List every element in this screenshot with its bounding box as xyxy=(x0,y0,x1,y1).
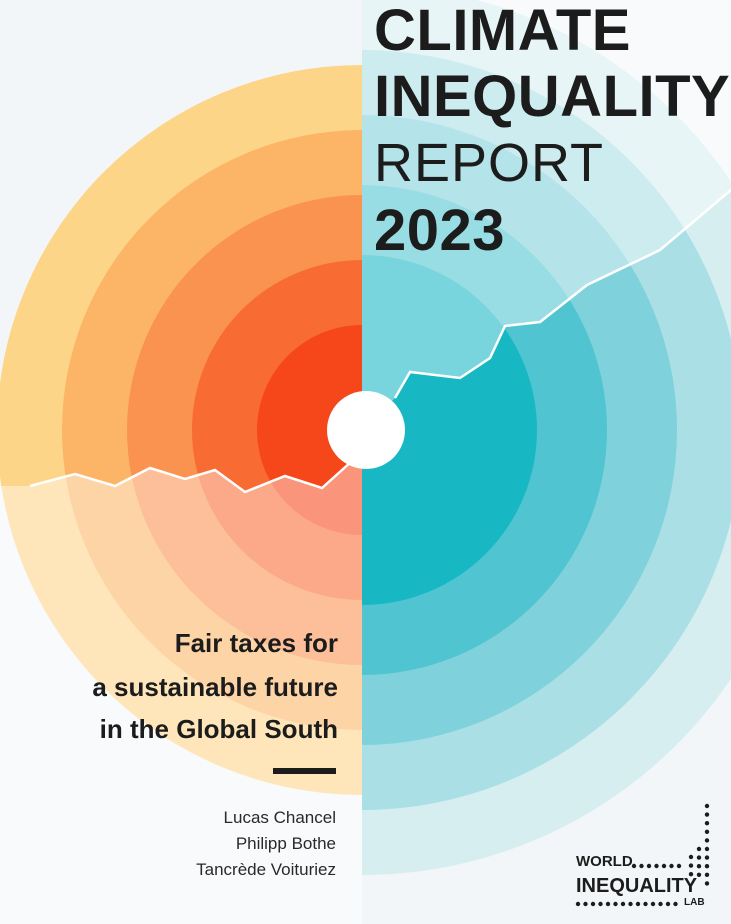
logo-dot xyxy=(646,863,652,869)
author-name: Lucas Chancel xyxy=(223,808,336,827)
logo-dot xyxy=(575,901,581,907)
logo-dot xyxy=(673,901,678,907)
logo-dot xyxy=(598,901,603,907)
cool-concentric-half-circles xyxy=(362,0,731,875)
title-line-year: 2023 xyxy=(374,198,506,263)
logo-dot xyxy=(620,901,626,907)
logo-dot xyxy=(631,863,637,869)
author-name: Philipp Bothe xyxy=(235,834,336,853)
divider-rule xyxy=(273,768,336,774)
logo-dot xyxy=(676,863,682,869)
logo-word-world: WORLD xyxy=(576,853,633,870)
logo-dot xyxy=(635,901,641,907)
logo-dot xyxy=(704,812,710,817)
logo-dot xyxy=(583,901,588,907)
logo-dot xyxy=(628,901,633,907)
logo-dot xyxy=(605,901,611,907)
logo-dot xyxy=(688,854,694,860)
subtitle-line-1: Fair taxes for xyxy=(174,628,338,658)
logo-dot xyxy=(688,872,694,877)
title-line-inequality: INEQUALITY xyxy=(374,64,731,129)
logo-dot xyxy=(704,872,710,877)
logo-dot xyxy=(704,821,710,826)
logo-dot xyxy=(643,901,648,907)
cool-pale-overlay xyxy=(362,0,731,430)
warm-pale-overlay xyxy=(0,452,362,924)
logo-dot xyxy=(665,901,671,907)
cool-jagged-line xyxy=(393,189,731,399)
cool-ring-5 xyxy=(362,255,537,605)
logo-dot xyxy=(658,901,663,907)
logo-dot xyxy=(590,901,596,907)
world-inequality-lab-logo: WORLD INEQUALITY LAB xyxy=(574,800,714,912)
warm-jagged-line xyxy=(29,451,362,494)
logo-dot xyxy=(696,846,702,852)
logo-dots-icon xyxy=(575,803,710,907)
logo-word-inequality: INEQUALITY xyxy=(576,875,698,897)
logo-dot xyxy=(688,863,694,868)
logo-dot xyxy=(704,829,710,834)
logo-dot xyxy=(704,881,710,886)
logo-dot xyxy=(654,863,659,869)
logo-dot xyxy=(704,803,710,809)
center-white-circle xyxy=(327,391,405,469)
logo-dot xyxy=(704,846,710,852)
logo-dot xyxy=(669,863,674,869)
logo-dot xyxy=(696,864,702,869)
author-name: Tancrède Voituriez xyxy=(196,860,336,879)
logo-word-lab: LAB xyxy=(684,897,705,908)
warm-concentric-half-circles xyxy=(0,65,362,924)
logo-dot xyxy=(613,901,618,907)
subtitle-line-2: a sustainable future xyxy=(92,672,338,702)
logo-dot xyxy=(696,855,702,860)
logo-dot xyxy=(639,863,644,869)
logo-dot xyxy=(696,872,702,877)
logo-dot xyxy=(704,838,710,843)
subtitle-line-3: in the Global South xyxy=(99,714,338,744)
title-line-climate: CLIMATE xyxy=(374,0,631,63)
logo-dot xyxy=(650,901,656,907)
logo-dot xyxy=(704,864,710,869)
warm-ring-5 xyxy=(257,325,362,535)
title-line-report: REPORT xyxy=(374,133,605,193)
logo-dot xyxy=(704,855,710,860)
logo-dot xyxy=(661,863,667,869)
